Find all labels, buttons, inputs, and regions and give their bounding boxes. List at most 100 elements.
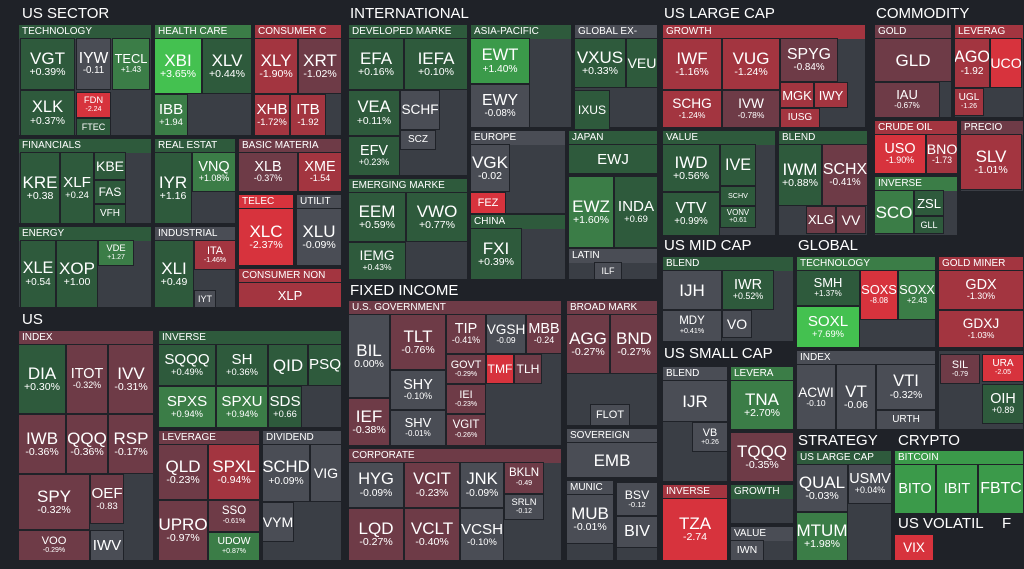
tile[interactable]: IXUS bbox=[574, 90, 610, 130]
tile[interactable]: IVE bbox=[720, 144, 756, 186]
tile[interactable]: SCHD +0.09% bbox=[262, 444, 310, 502]
tile[interactable]: VYM bbox=[262, 502, 294, 542]
tile[interactable]: IWR +0.52% bbox=[722, 270, 774, 310]
tile[interactable]: VCSH -0.10% bbox=[460, 508, 504, 561]
tile[interactable]: SCHX -0.41% bbox=[822, 144, 868, 206]
tile[interactable]: EFV +0.23% bbox=[348, 136, 400, 176]
tile[interactable]: TLH bbox=[514, 354, 542, 384]
tile[interactable]: XLF +0.24 bbox=[60, 152, 94, 224]
tile[interactable]: SQQQ +0.49% bbox=[158, 344, 216, 386]
tile[interactable]: TLT -0.76% bbox=[390, 314, 446, 370]
tile[interactable]: USMV +0.04% bbox=[848, 464, 892, 504]
tile[interactable]: VO bbox=[722, 310, 752, 338]
tile[interactable]: JNK -0.09% bbox=[460, 462, 504, 508]
tile[interactable]: UDOW +0.87% bbox=[208, 532, 260, 561]
tile[interactable]: VGT +0.39% bbox=[20, 38, 75, 90]
tile[interactable]: IWD +0.56% bbox=[662, 144, 720, 192]
tile[interactable]: SHV -0.01% bbox=[390, 410, 446, 446]
tile[interactable]: VXUS +0.33% bbox=[574, 38, 626, 88]
tile[interactable]: SPXL -0.94% bbox=[208, 444, 260, 500]
tile[interactable]: MDY +0.41% bbox=[662, 310, 722, 342]
tile[interactable]: GDX -1.30% bbox=[938, 270, 1024, 310]
tile[interactable]: ACWI -0.10 bbox=[796, 364, 836, 430]
tile[interactable]: QUAL -0.03% bbox=[796, 464, 848, 512]
tile[interactable]: MBB -0.24 bbox=[526, 314, 562, 354]
tile[interactable]: VNQ +1.08% bbox=[192, 152, 236, 192]
tile[interactable]: FDN -2.24 bbox=[76, 92, 111, 118]
tile[interactable]: SIL -0.79 bbox=[940, 354, 980, 384]
tile[interactable]: IJR bbox=[662, 380, 728, 422]
tile[interactable]: SCHG -1.24% bbox=[662, 90, 722, 128]
tile[interactable]: SSO -0.61% bbox=[208, 500, 260, 532]
tile[interactable]: VWO +0.77% bbox=[406, 192, 468, 242]
tile[interactable]: FXI +0.39% bbox=[470, 228, 522, 280]
tile[interactable]: UPRO -0.97% bbox=[158, 500, 208, 561]
tile[interactable]: INDA +0.69 bbox=[614, 176, 658, 248]
tile[interactable]: FTEC bbox=[76, 118, 111, 136]
tile[interactable]: XLE +0.54 bbox=[20, 240, 56, 308]
tile[interactable]: IVW -0.78% bbox=[722, 90, 780, 128]
tile[interactable]: BIL 0.00% bbox=[348, 314, 390, 398]
tile[interactable]: XOP +1.00 bbox=[56, 240, 98, 308]
tile[interactable]: IYW -0.11 bbox=[76, 38, 111, 90]
tile[interactable]: QQQ -0.36% bbox=[66, 414, 108, 474]
tile[interactable]: FAS bbox=[94, 180, 126, 204]
tile[interactable]: IVV -0.31% bbox=[108, 344, 154, 414]
tile[interactable]: IEI -0.23% bbox=[446, 384, 486, 414]
tile[interactable]: EEM +0.59% bbox=[348, 192, 406, 242]
tile[interactable]: VIG bbox=[310, 444, 342, 502]
tile[interactable]: SCHV bbox=[720, 186, 756, 206]
tile[interactable]: VOO -0.29% bbox=[18, 530, 90, 561]
tile[interactable]: BSV -0.12 bbox=[616, 482, 658, 516]
tile[interactable]: IWY bbox=[814, 82, 848, 108]
tile[interactable]: ITOT -0.32% bbox=[66, 344, 108, 414]
tile[interactable]: XHB -1.72% bbox=[254, 94, 290, 136]
tile[interactable]: TQQQ -0.35% bbox=[730, 432, 794, 482]
tile[interactable]: VV bbox=[836, 206, 866, 234]
tile[interactable]: IBIT bbox=[936, 464, 978, 514]
tile[interactable]: SOXS -8.08 bbox=[860, 270, 898, 320]
tile[interactable]: IEF -0.38% bbox=[348, 398, 390, 446]
tile[interactable]: IWM +0.88% bbox=[778, 144, 822, 206]
tile[interactable]: SCO bbox=[874, 190, 914, 234]
tile[interactable]: GOVT -0.29% bbox=[446, 354, 486, 384]
tile[interactable]: EWZ +1.60% bbox=[568, 176, 614, 248]
tile[interactable]: PSQ bbox=[308, 344, 342, 386]
tile[interactable]: EWJ bbox=[568, 144, 658, 174]
tile[interactable]: EWY -0.08% bbox=[470, 84, 530, 128]
tile[interactable]: VGIT -0.26% bbox=[446, 414, 486, 446]
tile[interactable]: VGK -0.02 bbox=[470, 144, 510, 192]
tile[interactable]: VEA +0.11% bbox=[348, 90, 400, 136]
tile[interactable]: URA -2.05 bbox=[982, 354, 1024, 382]
tile[interactable]: SMH +1.37% bbox=[796, 270, 860, 306]
tile[interactable]: IWB -0.36% bbox=[18, 414, 66, 474]
tile[interactable]: BITO bbox=[894, 464, 936, 514]
tile[interactable]: IAU -0.67% bbox=[874, 82, 940, 118]
tile[interactable]: VGSH -0.09 bbox=[486, 314, 526, 354]
tile[interactable]: EFA +0.16% bbox=[348, 38, 404, 90]
tile[interactable]: XLK +0.37% bbox=[20, 90, 75, 136]
tile[interactable]: SPY -0.32% bbox=[18, 474, 90, 530]
tile[interactable]: SCHF bbox=[400, 90, 440, 130]
tile[interactable]: SPYG -0.84% bbox=[780, 38, 838, 82]
tile[interactable]: LQD -0.27% bbox=[348, 508, 404, 561]
tile[interactable]: TIP -0.41% bbox=[446, 314, 486, 354]
tile[interactable]: QLD -0.23% bbox=[158, 444, 208, 500]
tile[interactable]: VUG -1.24% bbox=[722, 38, 780, 90]
tile[interactable]: SHY -0.10% bbox=[390, 370, 446, 410]
tile[interactable]: AGG -0.27% bbox=[566, 314, 610, 374]
tile[interactable]: EWT +1.40% bbox=[470, 38, 530, 84]
tile[interactable]: MGK bbox=[780, 82, 814, 108]
tile[interactable]: XBI +3.65% bbox=[154, 38, 202, 94]
tile[interactable]: GLL bbox=[914, 216, 944, 234]
tile[interactable]: FLOT bbox=[590, 404, 630, 426]
tile[interactable]: RSP -0.17% bbox=[108, 414, 154, 474]
tile[interactable]: XLY -1.90% bbox=[254, 38, 298, 94]
tile[interactable]: QID bbox=[268, 344, 308, 386]
tile[interactable]: HYG -0.09% bbox=[348, 462, 404, 508]
tile[interactable]: SPXS +0.94% bbox=[158, 386, 216, 428]
tile[interactable]: IWV bbox=[90, 530, 124, 561]
tile[interactable]: USO -1.90% bbox=[874, 134, 926, 174]
tile[interactable]: VTV +0.99% bbox=[662, 192, 720, 236]
tile[interactable]: SOXX +2.43 bbox=[898, 270, 936, 320]
